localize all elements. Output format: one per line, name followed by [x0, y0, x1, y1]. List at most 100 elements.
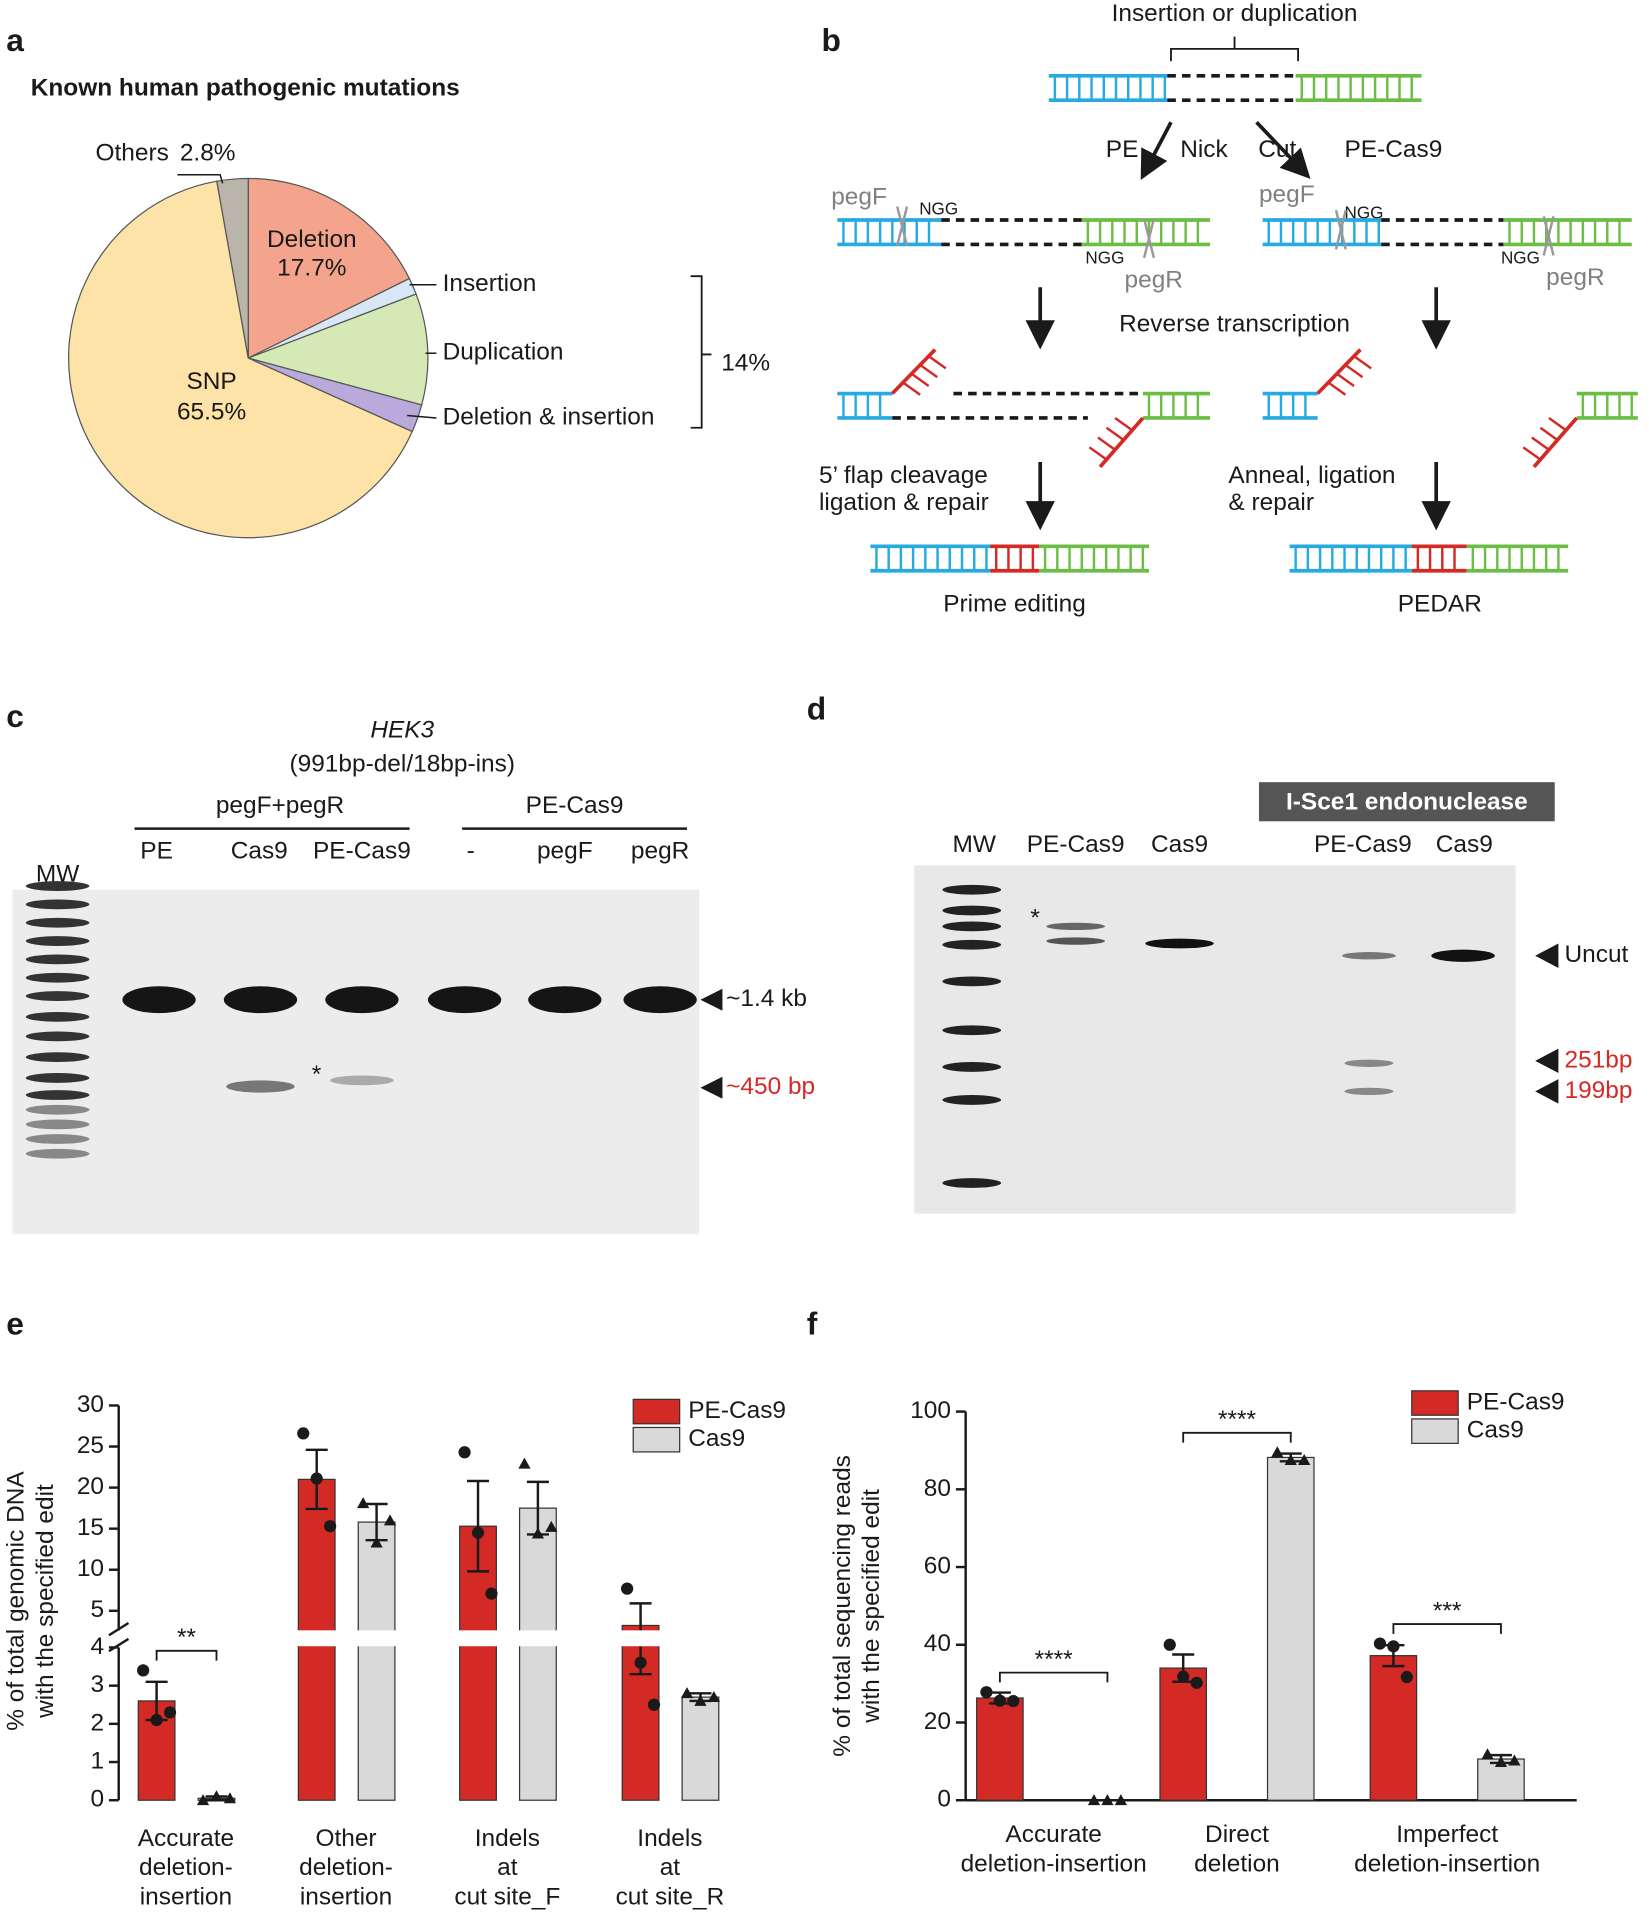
- arrowhead: [1535, 1079, 1559, 1104]
- lane-label: pegR: [631, 837, 689, 864]
- band: [1344, 1059, 1394, 1067]
- panel-label: e: [6, 1305, 24, 1341]
- gel-subtitle: (991bp-del/18bp-ins): [289, 751, 515, 778]
- data-point: [980, 1686, 993, 1699]
- pam-label: NGG: [1085, 249, 1124, 268]
- slice-label: Deletion: [267, 226, 357, 253]
- y-tick-label: 3: [90, 1671, 104, 1698]
- ladder-band: [942, 1025, 1002, 1036]
- ladder-band: [25, 1104, 90, 1115]
- diagram: Insertion or duplication PE Nick Cut PE-…: [819, 0, 1605, 617]
- bar: [681, 1696, 720, 1801]
- data-point: [324, 1520, 337, 1533]
- y-tick-label: 40: [924, 1630, 951, 1657]
- bar: [976, 1697, 1024, 1801]
- ladder-band: [25, 972, 90, 983]
- y-axis-label: % of total sequencing reads: [829, 1455, 856, 1757]
- arrow: [1255, 120, 1311, 179]
- pie-slice: [246, 293, 429, 406]
- data-point: [707, 1690, 721, 1702]
- data-point: [647, 1698, 661, 1711]
- significance-bracket: [998, 1671, 1109, 1683]
- data-point: [694, 1694, 707, 1706]
- y-tick-label: 0: [937, 1786, 951, 1813]
- band: [226, 1080, 295, 1093]
- scissors: [1334, 209, 1347, 250]
- flap: [1098, 416, 1145, 469]
- data-point: [1494, 1756, 1508, 1768]
- y-tick-label: 15: [77, 1514, 104, 1541]
- y-tick-label: 30: [77, 1391, 104, 1418]
- lane-label: pegF: [537, 837, 593, 864]
- ladder-band: [25, 917, 90, 928]
- ladder-band: [942, 1062, 1002, 1072]
- significance-label: ****: [1218, 1406, 1257, 1433]
- flap-rung: [902, 381, 921, 396]
- panel-label: f: [807, 1305, 818, 1341]
- size-marker: ~450 bp: [726, 1073, 815, 1100]
- x-tick-label: Accurate: [1005, 1821, 1101, 1848]
- slice-label: SNP: [186, 368, 236, 395]
- data-point: [310, 1472, 323, 1485]
- data-point: [471, 1526, 485, 1539]
- treatment-label: I-Sce1 endonuclease: [1286, 788, 1528, 815]
- data-point: [1400, 1670, 1413, 1684]
- y-tick-label: 5: [90, 1596, 104, 1623]
- band: [1342, 952, 1396, 960]
- pie-slice: [216, 177, 249, 359]
- diagram-title: Insertion or duplication: [1112, 0, 1358, 27]
- data-point: [1481, 1748, 1494, 1760]
- gel: [12, 889, 700, 1235]
- step-label: Anneal, ligation: [1228, 462, 1395, 489]
- x-tick-label: deletion: [1194, 1850, 1280, 1877]
- branch-label: PE-Cas9: [1345, 136, 1443, 163]
- data-point: [196, 1794, 210, 1806]
- pam-label: NGG: [1345, 203, 1384, 222]
- flap-rung: [1531, 436, 1550, 451]
- significance-bracket: [1392, 1623, 1502, 1634]
- flap-rung: [1539, 426, 1559, 441]
- guide-label: pegR: [1125, 267, 1183, 294]
- flap-rung: [1097, 436, 1116, 451]
- flap: [1532, 416, 1579, 469]
- axis-break: [121, 1630, 757, 1647]
- ladder-band: [25, 881, 90, 891]
- x-tick-label: at: [660, 1854, 681, 1881]
- band: [122, 986, 196, 1014]
- asterisk: *: [312, 1061, 322, 1088]
- pam-label: NGG: [1501, 249, 1540, 268]
- step-label: Reverse transcription: [1119, 311, 1350, 338]
- flap-rung: [1522, 446, 1542, 461]
- ladder-band: [25, 1011, 90, 1022]
- scissors: [1542, 216, 1555, 256]
- group-label: PE-Cas9: [526, 792, 624, 819]
- y-tick-label: 0: [90, 1786, 104, 1813]
- lane-label: PE: [140, 837, 173, 864]
- significance-label: ****: [1035, 1646, 1074, 1673]
- data-point: [370, 1536, 383, 1548]
- y-tick-label: 80: [924, 1475, 951, 1502]
- ladder-band: [25, 899, 90, 910]
- x-tick-label: cut site_F: [454, 1883, 560, 1910]
- gene-label: HEK3: [370, 716, 434, 743]
- y-tick-label: 10: [77, 1555, 104, 1582]
- data-point: [357, 1497, 370, 1509]
- step-label: & repair: [1228, 489, 1314, 516]
- gel-c: HEK3 (991bp-del/18bp-ins) pegF+pegR PE-C…: [12, 716, 815, 1235]
- scissors: [896, 206, 909, 246]
- data-point: [1163, 1638, 1176, 1651]
- significance-bracket: [155, 1649, 218, 1661]
- x-tick-label: cut site_R: [616, 1883, 725, 1910]
- treatment-box: [1258, 782, 1555, 822]
- x-tick-label: insertion: [300, 1883, 392, 1910]
- legend-label: Cas9: [688, 1425, 745, 1452]
- data-point: [1387, 1640, 1400, 1653]
- scissors: [1142, 218, 1156, 259]
- data-point: [621, 1582, 634, 1595]
- flap-rung: [1353, 355, 1372, 370]
- y-tick-label: 20: [77, 1473, 104, 1500]
- band: [623, 986, 697, 1014]
- band: [528, 986, 602, 1014]
- group-label: pegF+pegR: [216, 792, 344, 819]
- x-tick-label: deletion-insertion: [1354, 1850, 1540, 1877]
